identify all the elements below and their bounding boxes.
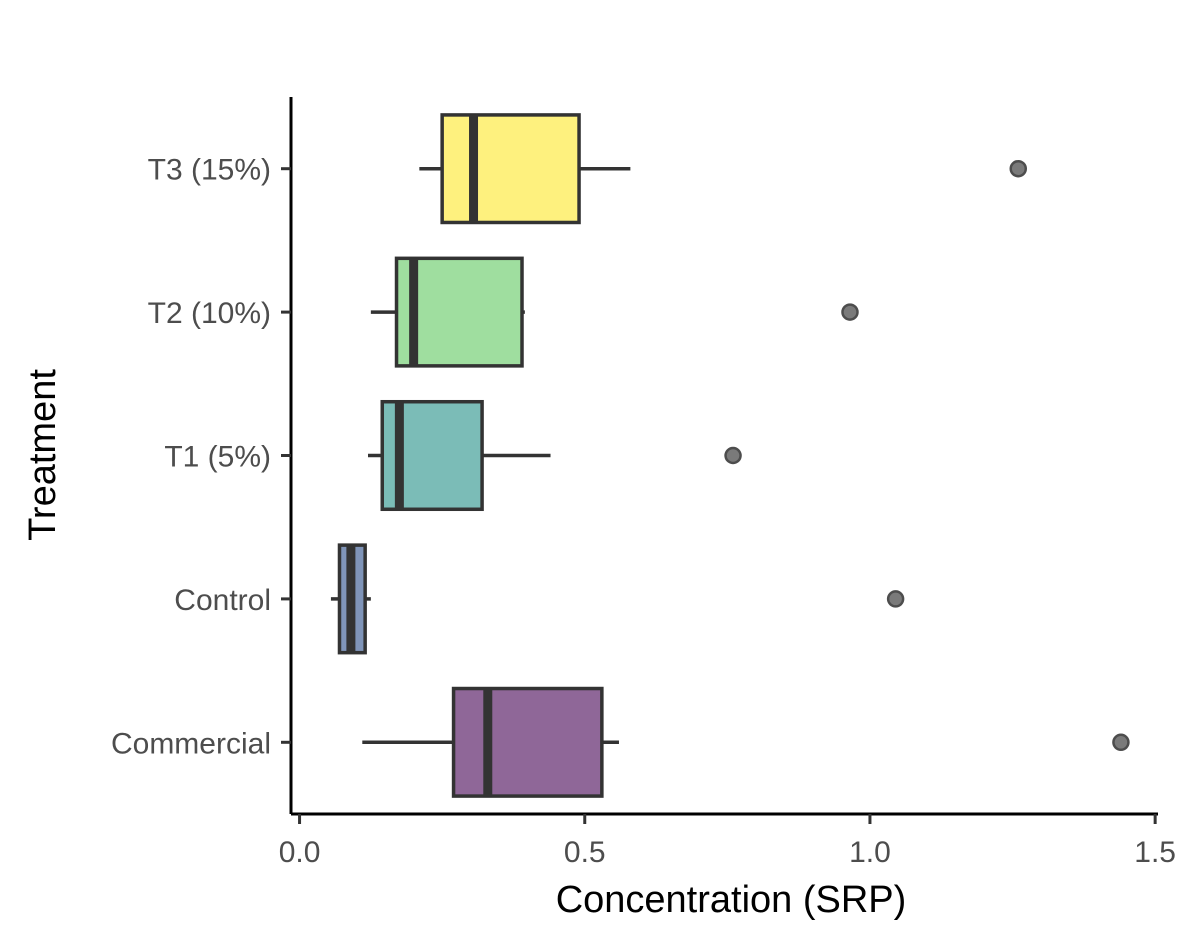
x-tick-label: 1.5	[1134, 836, 1176, 869]
y-tick-label: Control	[174, 584, 271, 617]
box-group-control	[330, 543, 905, 655]
box-group-t2-10	[370, 256, 859, 368]
y-tick-label: T2 (10%)	[148, 297, 271, 330]
outlier-point-control	[886, 590, 905, 608]
outlier-point-commercial	[1112, 733, 1130, 752]
y-tick-label: Commercial	[111, 727, 271, 760]
box-group-t3-15	[419, 113, 1028, 225]
outlier-point-t2-10	[841, 303, 859, 321]
box-t3-15	[440, 113, 581, 225]
y-axis-ticks: Commercial Control T1 (5%) T2 (10%) T3 (15%)	[111, 154, 291, 760]
y-tick-label: T1 (5%)	[164, 441, 271, 474]
x-tick-label: 0.5	[564, 836, 606, 869]
outlier-point-t1-5	[724, 446, 742, 465]
y-tick-label: T3 (15%)	[148, 154, 271, 187]
box-commercial	[451, 686, 604, 798]
plot-area	[330, 113, 1130, 798]
box-group-commercial	[362, 686, 1130, 798]
y-axis-title: Treatment	[22, 369, 64, 541]
x-tick-label: 1.0	[849, 836, 891, 869]
outlier-point-t3-15	[1009, 159, 1028, 178]
x-axis-title: Concentration (SRP)	[556, 879, 907, 921]
box-group-t1-5	[368, 399, 742, 512]
x-tick-label: 0.0	[279, 836, 321, 869]
x-axis-ticks: 0.0 0.5 1.0 1.5	[279, 814, 1176, 869]
